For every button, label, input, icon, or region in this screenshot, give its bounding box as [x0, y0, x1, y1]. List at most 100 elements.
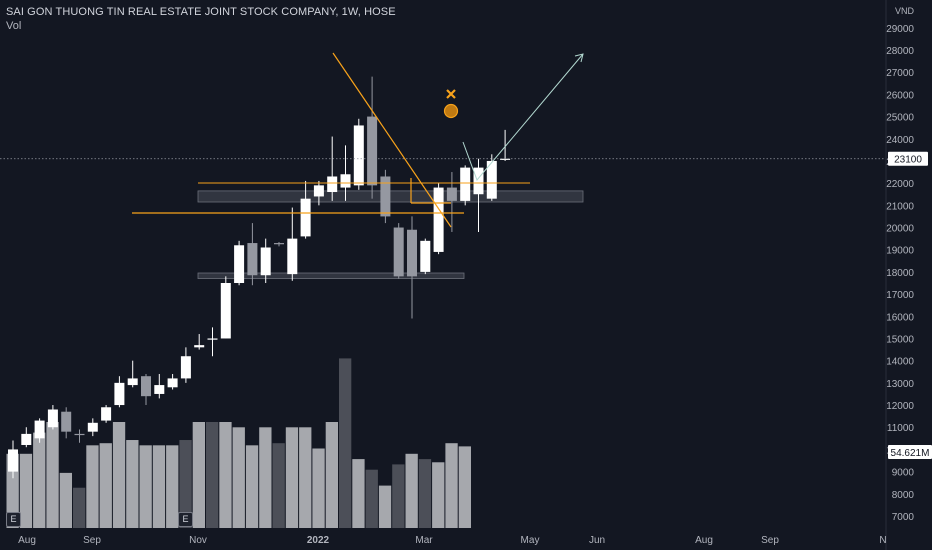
price-tick-label: 8000 [892, 490, 915, 501]
candle-body [234, 245, 245, 283]
candle-body [367, 116, 378, 186]
candle-body [21, 433, 32, 445]
price-tick-label: 13000 [886, 379, 914, 390]
support-zone [197, 272, 465, 279]
candle-body [460, 167, 471, 201]
candle-body [194, 345, 205, 348]
volume-bar [6, 453, 19, 528]
candle-body [300, 198, 311, 237]
time-tick-label: Jun [589, 535, 605, 546]
volume-bar [299, 427, 312, 528]
earnings-badge[interactable]: E [178, 512, 193, 527]
volume-bar [86, 445, 99, 528]
candle-body [486, 160, 497, 199]
volume-bar [352, 459, 365, 528]
volume-bar [259, 427, 272, 528]
volume-bar [19, 453, 33, 528]
volume-bar [219, 422, 232, 528]
candle-body [260, 247, 271, 276]
price-tick-label: 19000 [886, 246, 914, 257]
candle-body [274, 243, 284, 245]
resistance-zone [197, 190, 584, 203]
candle-body [446, 187, 457, 201]
volume-bar [192, 422, 205, 528]
volume-value: 54.621M [891, 448, 930, 459]
volume-bar [312, 448, 325, 528]
chart-title: SAI GON THUONG TIN REAL ESTATE JOINT STO… [6, 6, 396, 18]
time-tick-label: Sep [83, 535, 101, 546]
projection-arrowhead [574, 53, 584, 63]
time-tick-label: Nov [189, 535, 207, 546]
candle-body [420, 240, 431, 272]
volume-bar [112, 422, 126, 528]
candle-body [74, 433, 85, 436]
volume-bar [378, 485, 392, 528]
volume-bar [206, 422, 219, 528]
volume-bar [325, 422, 338, 528]
candles [8, 76, 511, 479]
candle-body [87, 422, 98, 432]
price-tick-label: 26000 [886, 90, 914, 101]
price-tick-label: 24000 [886, 135, 914, 146]
volume-bar [365, 469, 378, 528]
candle-body [247, 243, 258, 276]
last-price-badge [888, 151, 928, 166]
candle-body [154, 385, 165, 394]
volume-bar [179, 440, 192, 528]
projection-path [462, 53, 584, 181]
candle-body [327, 176, 338, 193]
candle-body [353, 125, 364, 186]
candle-body [340, 174, 351, 188]
candle-body [101, 407, 112, 421]
volume-bar [152, 445, 166, 528]
candle-body [61, 411, 72, 432]
volume-bar [59, 472, 72, 528]
candle-body [180, 356, 191, 379]
candle-body [287, 238, 298, 275]
price-tick-label: 20000 [886, 224, 914, 235]
candle-body [8, 449, 18, 472]
time-tick-label: Aug [18, 535, 36, 546]
price-tick-label: 11000 [887, 423, 915, 434]
earnings-badge[interactable]: E [6, 512, 21, 527]
volume-bar [232, 427, 245, 528]
volume-bar [272, 443, 285, 528]
candle-body [207, 338, 218, 340]
volume-bar [418, 459, 432, 528]
volume-bar [46, 422, 59, 528]
volume-bar [73, 487, 86, 528]
price-axis[interactable]: 7000800090001000011000120001300014000150… [885, 0, 932, 550]
volume-value-badge [888, 445, 932, 459]
time-tick-label: Aug [695, 535, 713, 546]
volume-bar [285, 427, 299, 528]
last-price-value: 23100 [894, 155, 922, 166]
price-tick-label: 14000 [886, 357, 914, 368]
candle-body [500, 158, 511, 160]
volume-bar [33, 432, 46, 528]
drawings [0, 52, 932, 228]
volume-bar [99, 443, 112, 528]
candle-body [407, 229, 417, 277]
candle-body [393, 227, 404, 277]
time-tick-label: Sep [761, 535, 779, 546]
drawing-zones [197, 190, 584, 279]
volume-indicator-label: Vol [6, 20, 22, 32]
price-tick-label: 29000 [886, 24, 914, 35]
volume-bar [245, 445, 259, 528]
volume-bar [405, 453, 418, 528]
signal-cross [446, 89, 456, 99]
volume-bar [432, 462, 445, 528]
price-tick-label: 27000 [886, 68, 914, 79]
candle-body [114, 382, 125, 406]
candle-body [34, 420, 45, 439]
volume-bar [458, 446, 471, 528]
candle-body [313, 185, 324, 197]
price-tick-label: 22000 [886, 179, 914, 190]
volume-bar [139, 445, 152, 528]
price-tick-label: 18000 [886, 268, 914, 279]
price-tick-label: 15000 [886, 334, 914, 345]
volume-bar [445, 443, 458, 528]
time-axis[interactable]: Aug Sep Nov 2022 Mar May Jun Aug Sep N [18, 535, 887, 546]
price-tick-label: 28000 [886, 46, 914, 57]
